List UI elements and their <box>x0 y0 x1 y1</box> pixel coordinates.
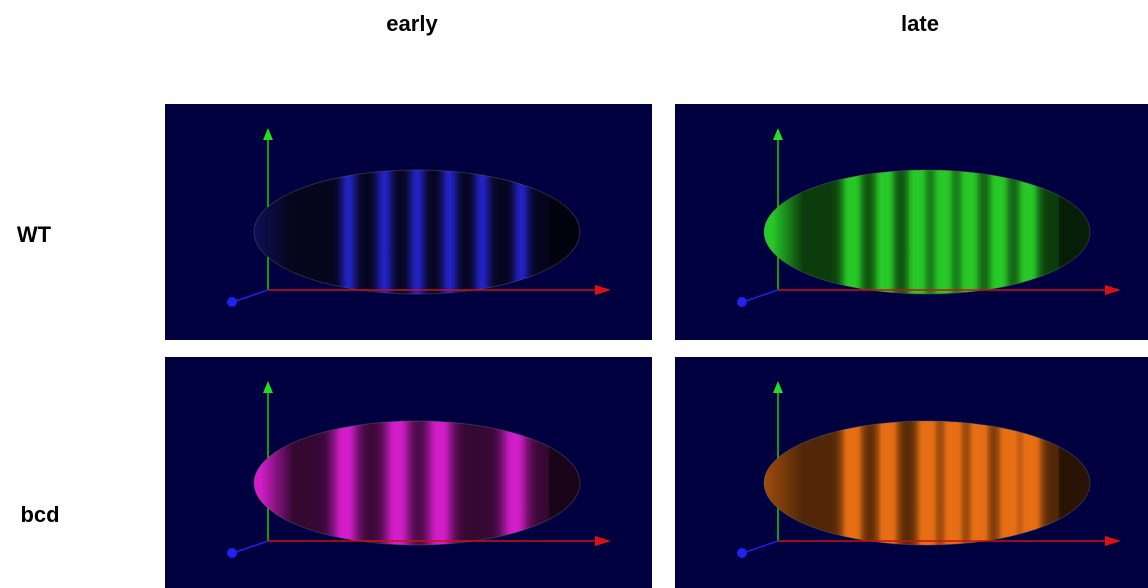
row-label: bcd <box>20 502 59 527</box>
z-axis-head <box>737 297 747 307</box>
panel <box>675 104 1148 340</box>
embryo <box>764 170 1090 294</box>
panel <box>675 357 1148 588</box>
panel <box>165 357 652 588</box>
column-label: early <box>386 11 438 36</box>
embryo <box>254 421 580 545</box>
panel <box>165 104 652 340</box>
embryo <box>254 170 580 294</box>
panels <box>165 104 1148 588</box>
z-axis-head <box>737 548 747 558</box>
row-label: WT <box>17 222 52 247</box>
z-axis-head <box>227 297 237 307</box>
column-label: late <box>901 11 939 36</box>
embryo <box>764 421 1090 545</box>
z-axis-head <box>227 548 237 558</box>
figure: early late WT bcd <box>0 0 1148 588</box>
